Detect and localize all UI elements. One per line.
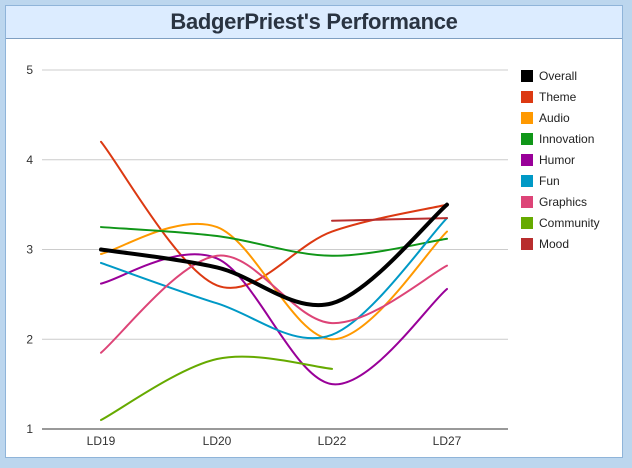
series-lines — [99, 140, 449, 422]
legend-label-fun: Fun — [539, 174, 560, 188]
legend-swatch-audio — [521, 112, 533, 124]
legend: Overall Theme Audio Innovation Humor Fun Graph… — [521, 69, 600, 251]
y-tick-label: 1 — [26, 422, 33, 436]
legend-label-graphics: Graphics — [539, 195, 587, 209]
legend-swatch-overall — [521, 70, 533, 82]
y-tick-label: 2 — [26, 332, 33, 346]
series-line-graphics — [100, 254, 448, 354]
chart-frame: BadgerPriest's Performance — [5, 5, 623, 458]
y-tick-label: 3 — [26, 243, 33, 257]
series-line-overall — [99, 202, 449, 308]
legend-label-theme: Theme — [539, 90, 577, 104]
legend-swatch-graphics — [521, 196, 533, 208]
legend-swatch-humor — [521, 154, 533, 166]
legend-swatch-mood — [521, 238, 533, 250]
y-tick-label: 5 — [26, 63, 33, 77]
legend-label-mood: Mood — [539, 237, 569, 251]
title-bar: BadgerPriest's Performance — [6, 6, 622, 39]
series-line-theme — [100, 140, 448, 289]
legend-label-overall: Overall — [539, 69, 577, 83]
legend-label-innovation: Innovation — [539, 132, 594, 146]
x-tick-label: LD22 — [318, 434, 347, 448]
series-line-community — [100, 355, 333, 422]
x-axis: LD19 LD20 LD22 LD27 — [42, 428, 508, 448]
legend-swatch-theme — [521, 91, 533, 103]
x-tick-label: LD19 — [87, 434, 116, 448]
legend-label-community: Community — [539, 216, 600, 230]
series-line-mood — [331, 217, 448, 222]
chart-title: BadgerPriest's Performance — [170, 9, 458, 34]
y-axis: 1 2 3 4 5 — [26, 63, 33, 436]
legend-swatch-fun — [521, 175, 533, 187]
x-tick-label: LD27 — [433, 434, 462, 448]
y-tick-label: 4 — [26, 153, 33, 167]
x-tick-label: LD20 — [203, 434, 232, 448]
series-line-fun — [100, 217, 448, 340]
series-line-humor — [100, 253, 448, 386]
series-line-innovation — [100, 226, 448, 257]
legend-label-audio: Audio — [539, 111, 570, 125]
legend-label-humor: Humor — [539, 153, 575, 167]
legend-swatch-innovation — [521, 133, 533, 145]
legend-swatch-community — [521, 217, 533, 229]
